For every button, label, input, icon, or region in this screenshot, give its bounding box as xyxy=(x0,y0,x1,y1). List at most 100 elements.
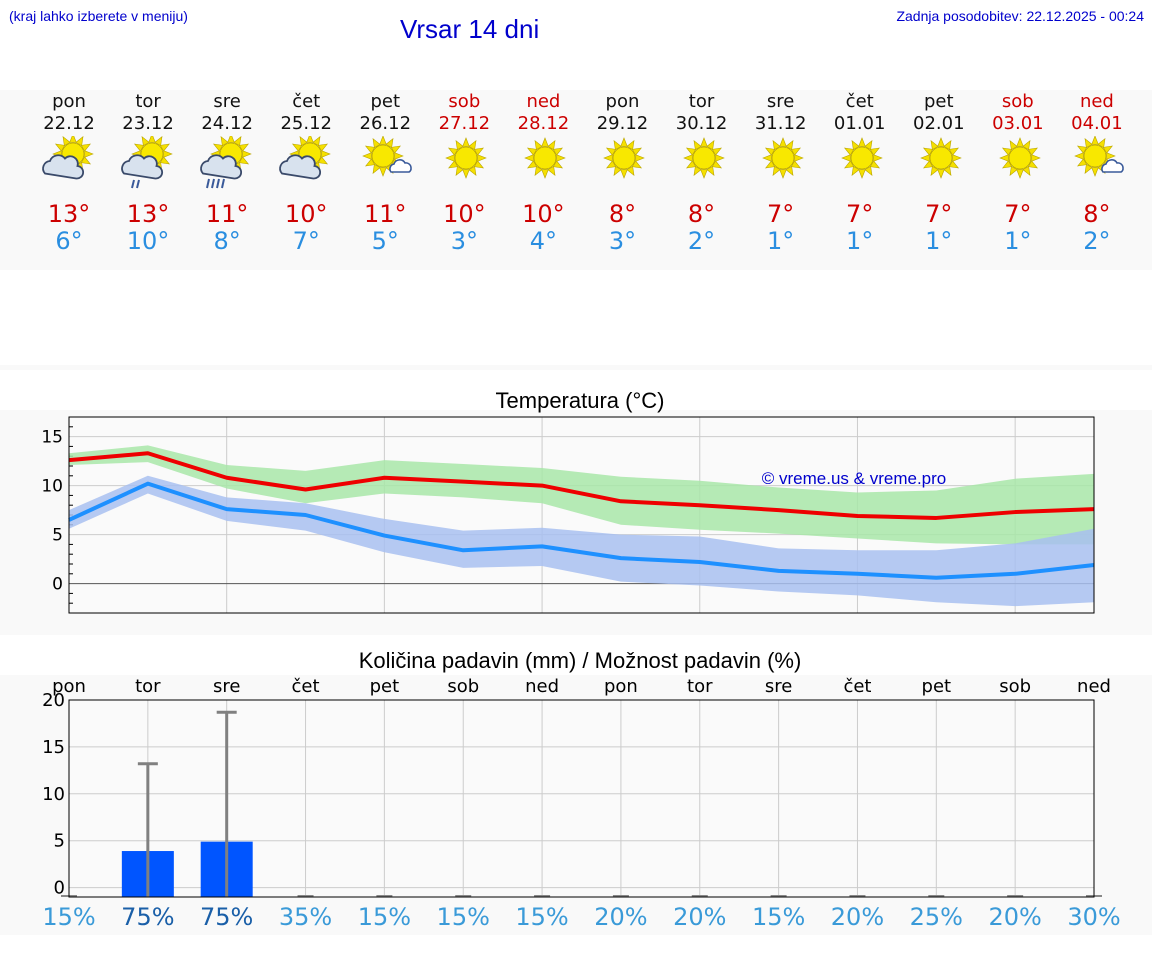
min-temperature: 2° xyxy=(687,227,716,255)
day-name: ned xyxy=(526,91,561,112)
precipitation-probability: 75% xyxy=(200,903,254,931)
max-temperature: 7° xyxy=(766,200,795,228)
max-temperature: 11° xyxy=(363,200,407,228)
max-temperature-line xyxy=(68,451,1095,520)
sun-small-cloud-icon xyxy=(1074,136,1124,177)
day-name: tor xyxy=(688,91,715,112)
y-tick-label: 0 xyxy=(54,878,65,899)
max-temperature: 7° xyxy=(1004,200,1032,228)
sun-shape xyxy=(840,137,883,179)
x-category-label: sre xyxy=(213,676,240,697)
forecast-band: pon 22.12 13° 6° tor 23.12 13° 10° sre 24.12 11° 8°… xyxy=(0,90,1152,270)
min-temperature: 1° xyxy=(766,227,795,255)
precipitation-chart-title: Količina padavin (mm) / Možnost padavin … xyxy=(358,648,802,673)
y-tick-label: 5 xyxy=(52,526,63,546)
spacer-band xyxy=(0,365,1152,370)
sun-shape xyxy=(919,137,962,179)
cloud-shape xyxy=(279,154,322,180)
temperature-chart: 0 5 10 15 © vreme.us & vreme.pro xyxy=(41,416,1095,614)
min-temperature: 8° xyxy=(213,227,241,255)
max-temperature: 10° xyxy=(522,200,565,228)
precipitation-probability: 15% xyxy=(751,903,806,931)
day-name: pon xyxy=(605,91,640,112)
sun-cloud-icon xyxy=(42,136,94,180)
min-temperature: 6° xyxy=(55,227,83,255)
plot-border xyxy=(68,699,1095,898)
precipitation-probability: 20% xyxy=(673,903,727,931)
min-temperature: 7° xyxy=(292,227,320,255)
day-name: ned xyxy=(1079,91,1114,112)
x-category-label: čet xyxy=(843,676,871,697)
x-category-label: pon xyxy=(52,676,86,697)
watermark-text: © vreme.us & vreme.pro xyxy=(762,469,946,488)
day-date: 03.01 xyxy=(992,113,1044,134)
y-tick-label: 5 xyxy=(54,831,65,852)
max-temperature: 13° xyxy=(47,200,91,228)
day-name: pon xyxy=(52,91,86,112)
max-temperature: 10° xyxy=(443,200,486,228)
day-date: 26.12 xyxy=(359,113,412,134)
x-category-label: sre xyxy=(765,676,792,697)
day-name: sre xyxy=(766,91,795,112)
min-temperature: 1° xyxy=(1004,227,1032,255)
min-temperature: 3° xyxy=(608,227,637,255)
max-temperature: 7° xyxy=(846,200,874,228)
day-name: čet xyxy=(845,91,874,112)
max-temperature: 10° xyxy=(284,200,328,228)
temperature-chart-title: Temperatura (°C) xyxy=(495,388,665,413)
min-temperature: 5° xyxy=(371,227,399,255)
sun-icon xyxy=(524,137,567,179)
page-title: Vrsar 14 dni xyxy=(400,14,540,44)
day-date: 23.12 xyxy=(122,113,174,134)
min-temperature: 1° xyxy=(925,227,953,255)
y-tick-label: 0 xyxy=(52,575,63,595)
x-category-label: pon xyxy=(604,676,638,697)
min-temperature-line xyxy=(68,481,1095,580)
cloud-shape xyxy=(121,154,164,180)
x-category-label: sob xyxy=(999,676,1031,697)
cloud-shape xyxy=(42,154,85,180)
min-temperature: 4° xyxy=(529,227,558,255)
sun-icon xyxy=(919,137,962,179)
y-tick-label: 15 xyxy=(42,737,65,758)
day-date: 22.12 xyxy=(43,113,95,134)
precipitation-probability: 15% xyxy=(42,903,96,931)
precipitation-probability: 25% xyxy=(909,903,963,931)
day-date: 01.01 xyxy=(833,113,886,134)
sun-shape xyxy=(362,136,405,177)
day-date: 25.12 xyxy=(280,113,332,134)
max-temperature: 8° xyxy=(1083,200,1111,228)
sun-shape xyxy=(761,137,804,179)
day-date: 02.01 xyxy=(913,113,965,134)
sun-small-cloud-icon xyxy=(362,136,413,177)
sun-shape xyxy=(999,137,1041,179)
day-date: 29.12 xyxy=(596,113,649,134)
precipitation-probability: 75% xyxy=(121,903,175,931)
max-temperature: 8° xyxy=(687,200,716,228)
sun-shape xyxy=(603,137,646,179)
sun-icon xyxy=(840,137,883,179)
precipitation-probability: 15% xyxy=(357,903,412,931)
location-hint-link[interactable]: (kraj lahko izberete v meniju) xyxy=(9,8,188,24)
sun-icon xyxy=(761,137,804,179)
sun-cloud-rain-icon xyxy=(200,136,252,189)
min-temperature: 2° xyxy=(1083,227,1111,255)
y-tick-label: 10 xyxy=(41,477,63,497)
plot-border xyxy=(68,416,1095,614)
cloud-shape xyxy=(200,154,243,180)
day-date: 24.12 xyxy=(201,113,253,134)
x-category-label: pet xyxy=(370,676,400,697)
x-category-label: pet xyxy=(922,676,952,697)
precipitation-probability: 20% xyxy=(594,903,648,931)
day-date: 04.01 xyxy=(1071,113,1123,134)
sun-cloud-icon xyxy=(279,136,332,180)
day-name: pet xyxy=(370,91,401,112)
sun-shape xyxy=(445,137,488,179)
precipitation-probability: 15% xyxy=(515,903,569,931)
max-temperature: 11° xyxy=(205,200,249,228)
sun-shape xyxy=(524,137,567,179)
x-category-label: tor xyxy=(687,676,713,697)
y-tick-label: 10 xyxy=(42,784,65,805)
sun-icon xyxy=(999,137,1041,179)
